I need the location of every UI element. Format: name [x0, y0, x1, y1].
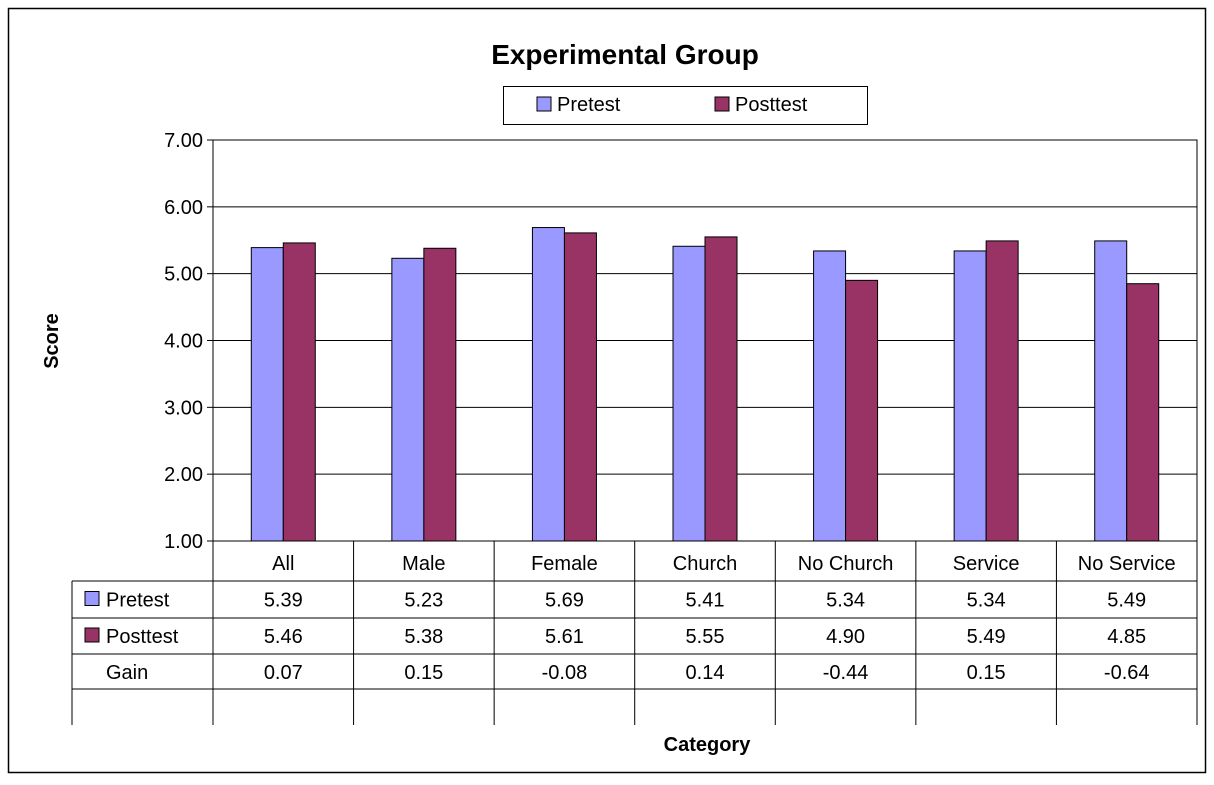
data-label: 4.90 — [826, 626, 865, 648]
x-category-label: Church — [673, 553, 737, 575]
data-table: All Male Female Church No Church Service No Se… — [71, 540, 1198, 725]
bar-posttest-male — [423, 247, 457, 542]
gain-value: 0.14 — [686, 662, 725, 684]
legend-box — [503, 86, 868, 125]
data-label: 5.69 — [545, 590, 584, 612]
bar-pretest-female — [531, 227, 565, 542]
y-tick-label: 3.00 — [164, 397, 203, 419]
y-tick-label: 1.00 — [164, 531, 203, 553]
data-label: 5.38 — [404, 626, 443, 648]
y-axis-label: Score — [41, 313, 63, 369]
data-label: 5.41 — [686, 590, 725, 612]
x-category-label: No Church — [798, 553, 894, 575]
bar-pretest-all — [250, 247, 284, 542]
data-label: 5.46 — [264, 626, 303, 648]
data-label: 5.34 — [967, 590, 1006, 612]
legend: Pretest Posttest — [503, 86, 868, 125]
table-legend-swatch — [84, 591, 100, 606]
data-label: 5.23 — [404, 590, 443, 612]
gain-value: 0.15 — [404, 662, 443, 684]
x-category-label: Male — [402, 553, 445, 575]
bar-pretest-male — [391, 257, 425, 542]
data-label: 5.49 — [1107, 590, 1146, 612]
bar-posttest-all — [282, 242, 316, 542]
gain-value: -0.64 — [1104, 662, 1150, 684]
x-category-label: Female — [531, 553, 598, 575]
table-row-label: Posttest — [106, 626, 179, 648]
bar-posttest-church — [704, 236, 738, 542]
bar-posttest-service — [985, 240, 1019, 542]
chart-border — [7, 7, 1207, 774]
legend-label-pretest: Pretest — [557, 94, 621, 116]
bar-pretest-service — [953, 250, 987, 542]
data-label: 4.85 — [1107, 626, 1146, 648]
bar-pretest-church — [672, 245, 706, 542]
gain-value: 0.07 — [264, 662, 303, 684]
x-category-label: Service — [953, 553, 1020, 575]
gain-value: 0.15 — [967, 662, 1006, 684]
data-label: 5.61 — [545, 626, 584, 648]
table-row-label: Pretest — [106, 590, 170, 612]
bar-pretest-no-church — [813, 250, 847, 542]
gain-value: -0.44 — [823, 662, 869, 684]
y-tick-label: 4.00 — [164, 331, 203, 353]
data-label: 5.55 — [686, 626, 725, 648]
bar-posttest-no-church — [845, 279, 879, 542]
bar-pretest-no-service — [1094, 240, 1128, 542]
y-tick-label: 6.00 — [164, 197, 203, 219]
legend-swatch-pretest — [536, 96, 552, 112]
data-label: 5.39 — [264, 590, 303, 612]
bar-posttest-no-service — [1126, 283, 1160, 542]
gain-value: -0.08 — [542, 662, 588, 684]
y-tick-label: 7.00 — [164, 130, 203, 152]
chart-title: Experimental Group — [491, 39, 759, 70]
legend-label-posttest: Posttest — [735, 94, 808, 116]
data-label: 5.34 — [826, 590, 865, 612]
x-category-label: All — [272, 553, 294, 575]
bar-posttest-female — [563, 232, 597, 542]
table-row-label: Gain — [106, 662, 148, 684]
data-label: 5.49 — [967, 626, 1006, 648]
bars — [250, 227, 1160, 542]
x-axis-label: Category — [664, 734, 752, 756]
y-tick-label: 5.00 — [164, 264, 203, 286]
y-tick-label: 2.00 — [164, 464, 203, 486]
table-legend-swatch — [84, 627, 100, 643]
y-axis-ticks: 1.00 2.00 3.00 4.00 5.00 6.00 7.00 — [164, 130, 213, 553]
x-category-label: No Service — [1078, 553, 1176, 575]
legend-swatch-posttest — [714, 96, 730, 112]
